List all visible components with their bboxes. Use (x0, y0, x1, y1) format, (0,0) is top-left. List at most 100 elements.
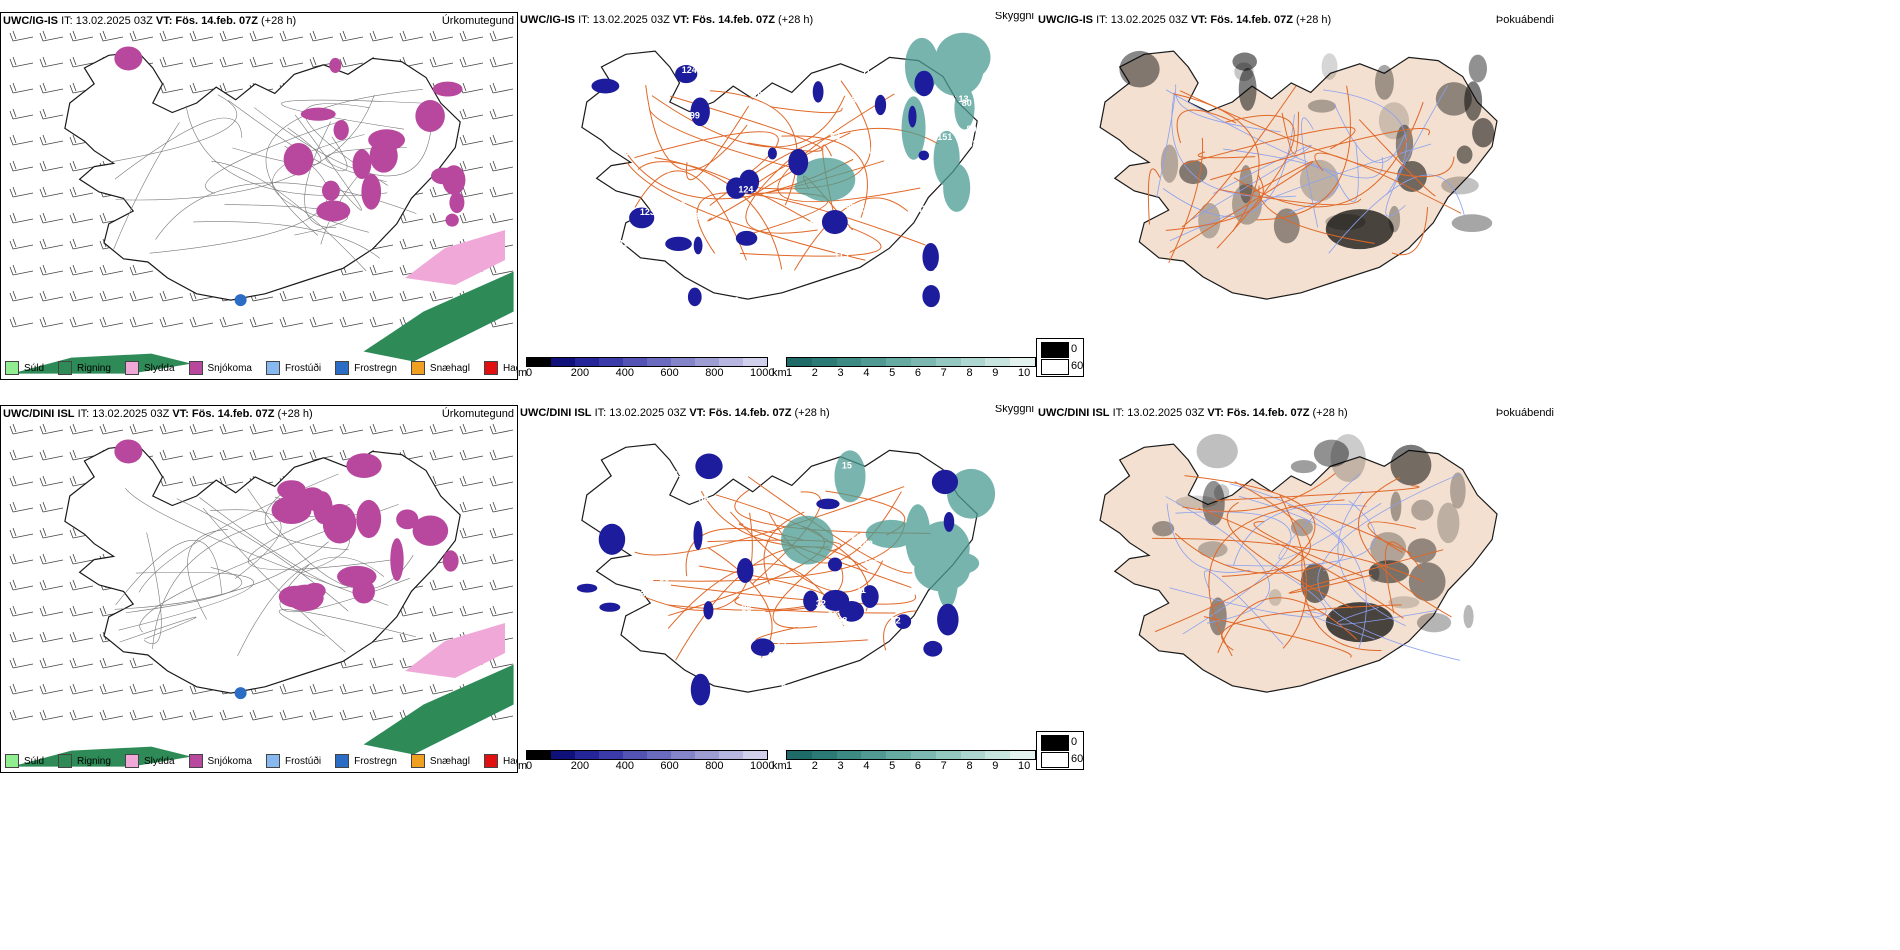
colorbar-strip (786, 357, 1036, 367)
ceiling-label: 37 (681, 195, 691, 205)
colorbar-tick: 1000 (750, 760, 775, 772)
legend-item: Snæhagl (410, 361, 470, 375)
ceiling-label: 124 (682, 65, 697, 75)
colorbar-segment (861, 751, 887, 759)
colorbar-tick: 3 (837, 760, 844, 772)
colorbar-tick: 400 (615, 367, 634, 379)
fog-map-canvas (1099, 50, 1498, 300)
colorbar-segment (551, 751, 575, 759)
panel-title: UWC/DINI ISL IT: 13.02.2025 03Z VT: Fös.… (3, 408, 313, 420)
legend-label: Frostregn (354, 362, 397, 374)
ceiling-label: 124 (828, 621, 843, 631)
ceiling-label: 104 (607, 459, 622, 469)
colorbar-tick: 5 (889, 760, 896, 772)
panel-title: UWC/DINI ISL IT: 13.02.2025 03Z VT: Fös.… (1038, 407, 1348, 419)
precip-map-canvas (9, 423, 514, 767)
visibility-areas (794, 32, 991, 212)
ceiling-label: 89 (896, 66, 906, 76)
legend-swatch (483, 361, 498, 375)
ceiling-label: 88 (699, 494, 709, 504)
legend-item: Frostúði (265, 361, 321, 375)
ceiling-label: 44 (767, 650, 777, 660)
snow-areas (114, 46, 466, 227)
legend-label: Frostregn (354, 755, 397, 767)
colorbar-tick: 0 (526, 367, 533, 379)
rain-areas (11, 229, 514, 374)
colorbar-segment (695, 751, 719, 759)
legend-label: Slydda (143, 362, 175, 374)
ceiling-label: 179 (654, 625, 669, 635)
legend-label: Haglél (502, 362, 517, 374)
fog-label: 0 (1071, 736, 1078, 748)
colorbar-tick: 9 (992, 760, 999, 772)
colorbar-tick: 4 (863, 367, 870, 379)
fog-swatch (1041, 752, 1069, 768)
legend-item: Frostúði (265, 754, 322, 768)
colorbar-segment (527, 751, 551, 759)
ceiling-label: 106 (863, 558, 878, 568)
colorbar-tick: 1 (786, 367, 793, 379)
colorbar-tick: 800 (705, 760, 724, 772)
colorbar-tick: 4 (863, 760, 870, 772)
colorbar-segment (671, 751, 695, 759)
fog-swatch (1041, 342, 1069, 358)
ceiling-label: 26 (828, 610, 838, 620)
precip-type-map-ig: UWC/IG-IS IT: 13.02.2025 03Z VT: Fös. 14… (0, 12, 518, 380)
colorbar-tick: 10 (1018, 760, 1031, 772)
ceiling-label: 11 (856, 585, 866, 595)
colorbar-segment (575, 751, 599, 759)
ceiling-label: 80 (962, 98, 972, 108)
ceiling-label: 32 (816, 599, 826, 609)
colorbar-segment (695, 358, 719, 366)
colorbar-segment (719, 751, 743, 759)
ceiling-label: 100 (626, 147, 641, 157)
ceiling-label: 15 (867, 146, 877, 156)
ceiling-label: 10 (728, 639, 738, 649)
ceiling-label: 103 (753, 90, 768, 100)
colorbar-segment (861, 358, 887, 366)
colorbar-unit: m (518, 367, 528, 379)
legend-swatch (188, 361, 203, 375)
colorbar-segment (935, 751, 961, 759)
colorbar-tick: 6 (914, 760, 921, 772)
colorbar-segment (935, 358, 961, 366)
legend-swatch (124, 361, 139, 375)
ceiling-label: 98 (968, 458, 978, 468)
colorbar-segment (623, 751, 647, 759)
roads (634, 476, 931, 661)
ceiling-label: 12 (776, 640, 786, 650)
ceiling-label: 167 (906, 587, 921, 597)
colorbar-tick: 600 (660, 760, 679, 772)
panel-type-label: Þokuábendi (1495, 407, 1554, 419)
panel-title: UWC/IG-IS IT: 13.02.2025 03Z VT: Fös. 14… (3, 15, 297, 27)
colorbar-tick: 1 (786, 760, 793, 772)
colorbar-segment (910, 751, 936, 759)
visibility-areas (781, 450, 996, 609)
visibility-map-canvas: 29 89 12 10 25 12 96 31 86 136 78 31 180 131 106 220 83 1… (581, 32, 991, 308)
colorbar-tick: 7 (940, 367, 947, 379)
visibility-colorbar: km 1 2 3 4 5 6 7 8 9 10 (772, 357, 1036, 379)
ceiling-label: 68 (837, 615, 847, 625)
colorbar-segment (623, 358, 647, 366)
ceiling-label: 85 (631, 518, 641, 528)
legend-swatch (5, 754, 19, 768)
colorbar-tick: 10 (1018, 367, 1031, 379)
colorbar-tick: 1000 (750, 367, 775, 379)
colorbar-segment (575, 358, 599, 366)
legend-label: Snæhagl (429, 755, 470, 767)
legend-swatch (265, 754, 280, 768)
panel-title: UWC/IG-IS IT: 13.02.2025 03Z VT: Fös. 14… (1038, 14, 1332, 26)
fog-shading (1152, 433, 1474, 643)
ceiling-label: 136 (724, 295, 739, 305)
visibility-map-dini: 104 111 62 75 143 92 10 8 15 12 26 170 167 183 104 106 8… (518, 405, 1036, 773)
ceiling-label: 170 (832, 618, 847, 628)
colorbar-tick: 2 (811, 367, 818, 379)
colorbar-tick: 600 (660, 367, 679, 379)
fog-map-canvas (1099, 433, 1498, 693)
legend-item: Frostregn (335, 754, 397, 768)
colorbar-segment (671, 358, 695, 366)
colorbar-segment (743, 751, 767, 759)
legend-label: Frostúði (284, 755, 322, 767)
colorbar-strip (786, 750, 1036, 760)
legend-item: Rigning (58, 361, 111, 375)
